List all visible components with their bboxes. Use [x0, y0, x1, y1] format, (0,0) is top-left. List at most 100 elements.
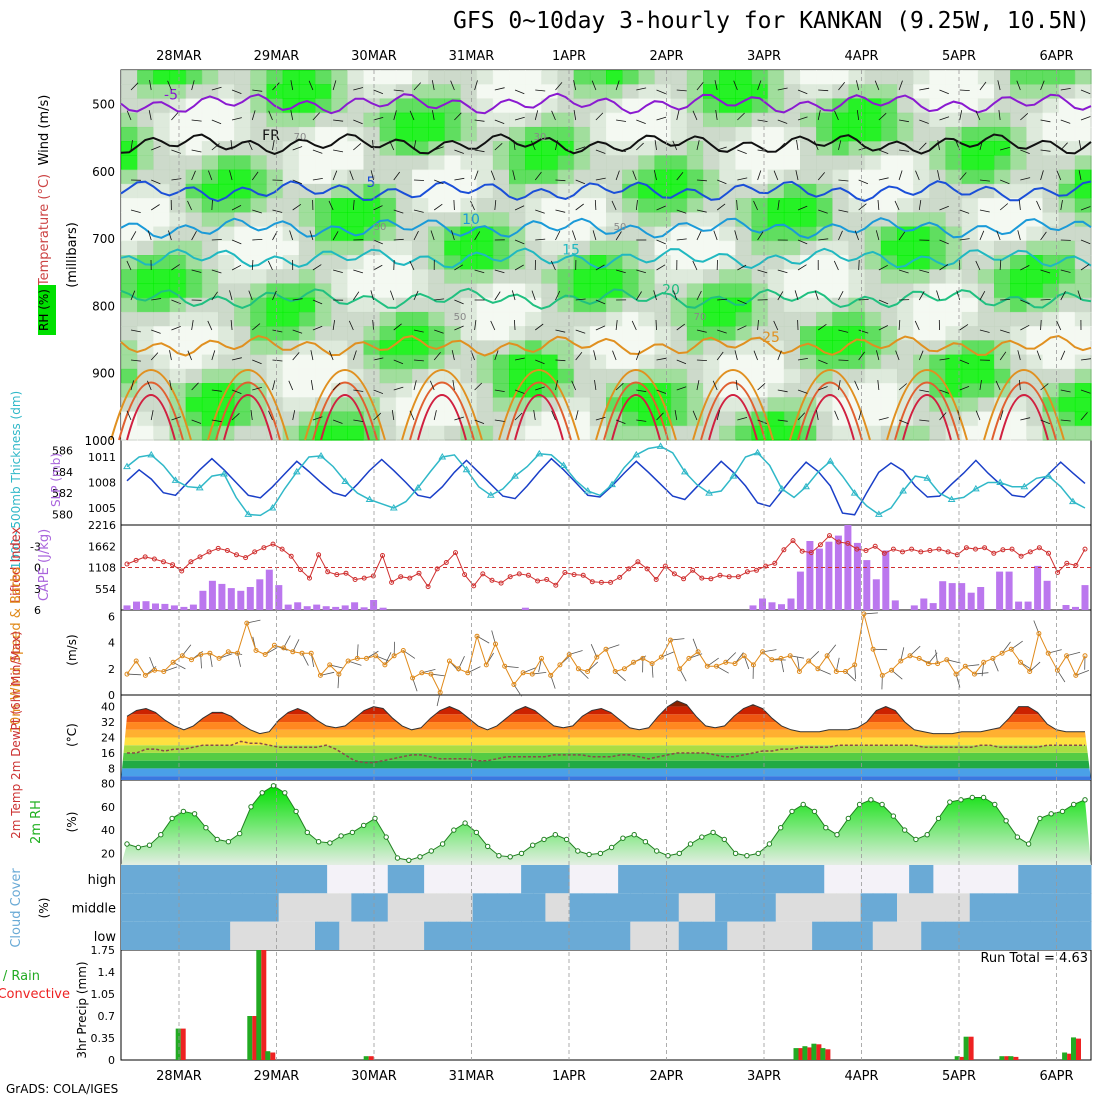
- rh-cell: [315, 183, 332, 199]
- precip-ylabel: 3hr Precip (mm): [75, 961, 89, 1058]
- wind-speed-line: [126, 613, 1086, 694]
- rh-cell: [250, 212, 268, 228]
- rh-cell: [686, 340, 704, 356]
- cloud-axis-label: Cloud Cover: [9, 868, 24, 948]
- cape-bar: [152, 603, 159, 610]
- rh-cell: [622, 169, 639, 185]
- rh-cell: [266, 283, 284, 299]
- cloud-cell: [472, 865, 486, 894]
- rh-marker: [845, 815, 851, 822]
- rh-cell: [573, 311, 591, 327]
- rh-cell: [1042, 397, 1060, 413]
- lifted-marker: [662, 563, 668, 569]
- rh-cell: [153, 311, 171, 327]
- wind-barb: [777, 291, 784, 301]
- wind-barb: [310, 350, 314, 361]
- date-label-bottom: 28MAR: [156, 1069, 202, 1084]
- wind-barb: [231, 389, 242, 394]
- rh-cell: [848, 368, 866, 384]
- rh-cell: [783, 383, 801, 398]
- rh-cell: [622, 98, 639, 114]
- rh-cell: [331, 326, 348, 341]
- rh-cell: [606, 84, 623, 100]
- wind-barb: [332, 80, 337, 91]
- rh-cell: [573, 98, 591, 114]
- rh-cell: [994, 183, 1011, 199]
- rh-cell: [670, 368, 688, 384]
- wind-barb: [230, 140, 233, 151]
- wind-barb: [959, 110, 963, 121]
- rh-marker: [361, 822, 367, 829]
- rh-cell: [121, 340, 138, 356]
- rh-cell: [347, 98, 365, 114]
- rh-cell: [169, 212, 187, 228]
- lifted-marker: [799, 548, 805, 554]
- cloud-cell: [436, 893, 449, 922]
- rh-cell: [137, 283, 154, 299]
- rh-cell: [703, 84, 720, 100]
- rh-cell: [282, 397, 300, 413]
- lifted-marker: [836, 539, 842, 545]
- rh-cell: [282, 155, 300, 171]
- date-label-top: 6APR: [1039, 49, 1073, 64]
- rh-cell: [913, 340, 930, 356]
- surface-temp-contour: [700, 381, 766, 441]
- wind-speed-marker: [769, 657, 775, 663]
- rh-cell: [298, 112, 316, 128]
- cloud-cell: [157, 865, 170, 894]
- rh-cell: [767, 311, 785, 327]
- cloud-cell: [290, 921, 304, 950]
- wind-barb: [434, 329, 444, 334]
- wind-speed-marker: [465, 670, 471, 676]
- rh-cell: [606, 126, 623, 142]
- rh-cell: [1026, 70, 1044, 85]
- wind-speed-marker: [557, 662, 563, 668]
- precip-tick-label: 1.75: [91, 944, 116, 957]
- rh-marker: [755, 850, 761, 857]
- rh-cell: [201, 354, 219, 370]
- cloud-cell: [290, 893, 304, 922]
- wind-barb: [757, 419, 768, 424]
- rh-cell: [234, 112, 251, 128]
- date-label-bottom: 1APR: [552, 1069, 586, 1084]
- rh-cell: [121, 226, 138, 242]
- rh-cell: [185, 198, 203, 213]
- rh-cell: [589, 226, 607, 242]
- wind-speed-marker: [336, 671, 342, 677]
- wind-barb: [616, 149, 627, 152]
- thickness-marker: [971, 484, 980, 492]
- rh-cell: [460, 368, 478, 384]
- wind-barb: [450, 80, 455, 91]
- rh-cell: [541, 340, 559, 356]
- wind-barb: [373, 205, 383, 211]
- wind-barb: [251, 259, 254, 271]
- cloud-cell: [678, 921, 692, 950]
- rh-cell: [298, 141, 316, 156]
- rh-cell: [1058, 240, 1076, 256]
- rh-cell: [735, 198, 753, 213]
- cloud-cell: [145, 893, 158, 922]
- rh-marker: [552, 832, 558, 838]
- wind-barb: [777, 200, 780, 211]
- wind-speed-marker: [843, 669, 848, 674]
- rh-cell: [864, 126, 882, 142]
- lifted-marker: [1027, 549, 1033, 555]
- wind-barb: [777, 350, 782, 361]
- wind-speed-marker: [410, 675, 416, 681]
- rh-marker: [575, 848, 581, 854]
- rh-cell: [1074, 425, 1092, 441]
- rh-cell: [913, 425, 930, 441]
- wind-barb: [312, 325, 323, 331]
- cloud-cell: [521, 921, 534, 950]
- wind-barb: [231, 205, 242, 211]
- rh-cell: [848, 269, 866, 285]
- wind-speed-marker: [806, 658, 812, 664]
- rh-cell: [347, 169, 365, 185]
- rh-cell: [234, 240, 251, 256]
- rh-cell: [961, 98, 979, 114]
- rh-cell: [541, 311, 559, 327]
- cape-bar: [332, 606, 340, 610]
- wind-barb: [635, 291, 642, 301]
- wind-barb: [150, 352, 159, 361]
- precip-convective-bar: [816, 1044, 822, 1060]
